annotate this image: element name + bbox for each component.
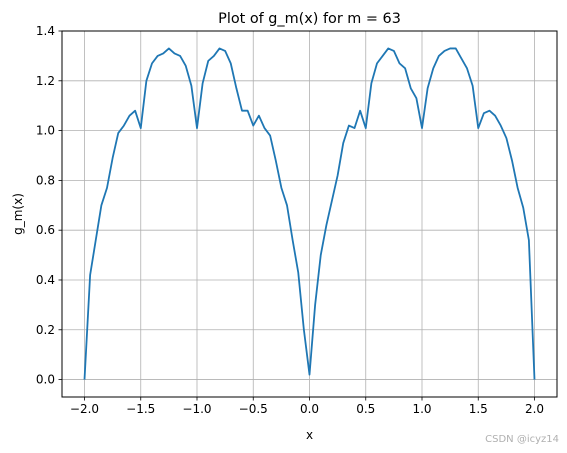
- x-tick-label: 2.0: [525, 402, 544, 416]
- x-tick-label: −1.0: [182, 402, 211, 416]
- series-line: [83, 47, 536, 380]
- x-axis-label: x: [306, 428, 313, 442]
- y-tick-label: 0.0: [36, 373, 55, 387]
- chart-title: Plot of g_m(x) for m = 63: [218, 11, 401, 27]
- x-tick-label: 0.5: [356, 402, 375, 416]
- x-tick-label: 1.0: [412, 402, 431, 416]
- ticks: −2.0 −1.5 −1.0 −0.5 0.0 0.5 1.0 1.5 2.0 0.0 0.2 0.4…: [36, 24, 544, 416]
- y-tick-label: 1.4: [36, 24, 55, 38]
- y-tick-label: 0.2: [36, 323, 55, 337]
- y-tick-label: 1.0: [36, 124, 55, 138]
- x-tick-label: −1.5: [126, 402, 155, 416]
- y-tick-label: 0.6: [36, 223, 55, 237]
- x-tick-label: −2.0: [70, 402, 99, 416]
- x-tick-label: −0.5: [239, 402, 268, 416]
- y-axis-label: g_m(x): [11, 193, 25, 235]
- x-tick-label: 0.0: [300, 402, 319, 416]
- watermark: CSDN @icyz14: [485, 434, 559, 445]
- y-tick-label: 1.2: [36, 74, 55, 88]
- y-tick-label: 0.4: [36, 273, 55, 287]
- x-tick-label: 1.5: [469, 402, 488, 416]
- data-series: [83, 47, 536, 380]
- y-tick-label: 0.8: [36, 173, 55, 187]
